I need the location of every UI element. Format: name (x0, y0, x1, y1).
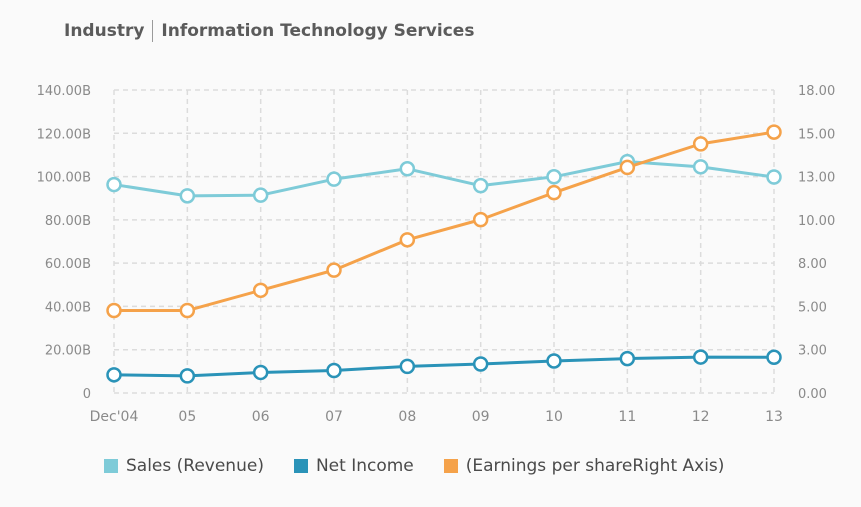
data-point-earnings-per-shareright-axis (472, 211, 489, 228)
line-chart: 0 20.00B 40.00B 60.00B 80.00B 100.00B 120.00B 1… (37, 84, 836, 425)
data-point-sales-revenue (546, 169, 562, 185)
legend-swatch-sales (104, 459, 118, 473)
data-point-net-income (326, 362, 342, 379)
data-point-sales-revenue (326, 171, 342, 187)
x-tick-label: 06 (252, 409, 270, 425)
x-tick-label: 05 (178, 409, 196, 425)
left-tick-label: 120.00B (37, 127, 91, 142)
series-line-net-income (113, 355, 775, 378)
legend-label-eps: (Earnings per shareRight Axis) (465, 456, 725, 476)
left-tick-label: 40.00B (45, 300, 91, 315)
right-tick-label: 3.00 (798, 344, 827, 359)
left-tick-label: 80.00B (45, 214, 91, 229)
data-point-net-income (179, 368, 196, 384)
data-point-sales-revenue (399, 161, 416, 177)
data-point-sales-revenue (766, 169, 782, 185)
data-point-net-income (766, 349, 782, 366)
data-point-earnings-per-shareright-axis (546, 184, 562, 201)
x-tick-label: 09 (472, 409, 490, 425)
data-point-earnings-per-shareright-axis (106, 302, 122, 319)
x-tick-label: 07 (325, 409, 343, 425)
right-axis: 0.00 3.00 5.00 8.00 10.00 13.00 15.00 18.00 (798, 84, 835, 402)
chart-legend: Sales (Revenue) Net Income (Earnings per… (104, 456, 754, 476)
left-tick-label: 0 (83, 387, 91, 402)
x-tick-label: Dec'04 (90, 409, 139, 425)
data-point-sales-revenue (179, 188, 196, 204)
data-point-earnings-per-shareright-axis (692, 136, 709, 152)
data-point-net-income (252, 364, 269, 381)
x-tick-label: 13 (765, 409, 783, 425)
series-line-earnings-per-shareright-axis (114, 130, 775, 313)
legend-swatch-eps (443, 459, 458, 473)
legend-item-sales[interactable]: Sales (Revenue) (104, 456, 264, 476)
legend-item-net-income[interactable]: Net Income (293, 456, 414, 476)
legend-label-sales: Sales (Revenue) (126, 456, 264, 476)
left-tick-label: 140.00B (37, 84, 91, 99)
right-tick-label: 0.00 (798, 387, 827, 402)
left-tick-label: 60.00B (45, 257, 91, 272)
x-tick-label: 10 (545, 409, 563, 425)
data-point-net-income (692, 349, 709, 365)
data-point-net-income (472, 356, 489, 372)
data-point-earnings-per-shareright-axis (619, 159, 636, 176)
right-tick-label: 8.00 (798, 257, 827, 272)
right-tick-label: 15.00 (798, 127, 835, 142)
data-point-sales-revenue (252, 187, 269, 203)
right-tick-label: 18.00 (798, 84, 835, 99)
x-tick-label: 08 (398, 409, 416, 425)
x-tick-label: 11 (618, 409, 636, 425)
header-divider (152, 20, 154, 42)
right-tick-label: 10.00 (798, 214, 835, 229)
series-line-sales-revenue (113, 160, 775, 198)
data-point-sales-revenue (106, 176, 122, 193)
right-tick-label: 5.00 (798, 300, 827, 315)
industry-label: Industry (64, 21, 145, 41)
chart-header: Industry Information Technology Services (64, 20, 474, 42)
industry-value: Information Technology Services (161, 21, 475, 41)
data-point-net-income (399, 358, 416, 375)
legend-label-net-income: Net Income (315, 456, 414, 476)
legend-swatch-net-income (293, 459, 308, 473)
x-tick-label: 12 (692, 409, 710, 425)
data-point-earnings-per-shareright-axis (179, 302, 196, 319)
x-axis: Dec'04 05 06 07 08 09 10 11 12 13 (90, 409, 783, 425)
data-point-net-income (619, 350, 636, 367)
right-tick-label: 13.00 (798, 171, 835, 186)
data-point-sales-revenue (692, 159, 709, 175)
series-layer (106, 124, 782, 384)
data-point-sales-revenue (472, 177, 489, 194)
data-point-earnings-per-shareright-axis (766, 124, 782, 140)
data-point-net-income (546, 353, 562, 369)
data-point-earnings-per-shareright-axis (399, 232, 416, 248)
left-tick-label: 20.00B (45, 344, 91, 359)
left-axis: 0 20.00B 40.00B 60.00B 80.00B 100.00B 120.00B 1… (37, 84, 91, 402)
data-point-earnings-per-shareright-axis (326, 262, 342, 278)
data-point-net-income (106, 367, 122, 383)
legend-item-eps[interactable]: (Earnings per shareRight Axis) (443, 456, 725, 476)
left-tick-label: 100.00B (37, 171, 91, 186)
grid-layer (113, 89, 775, 394)
data-point-earnings-per-shareright-axis (252, 282, 269, 299)
